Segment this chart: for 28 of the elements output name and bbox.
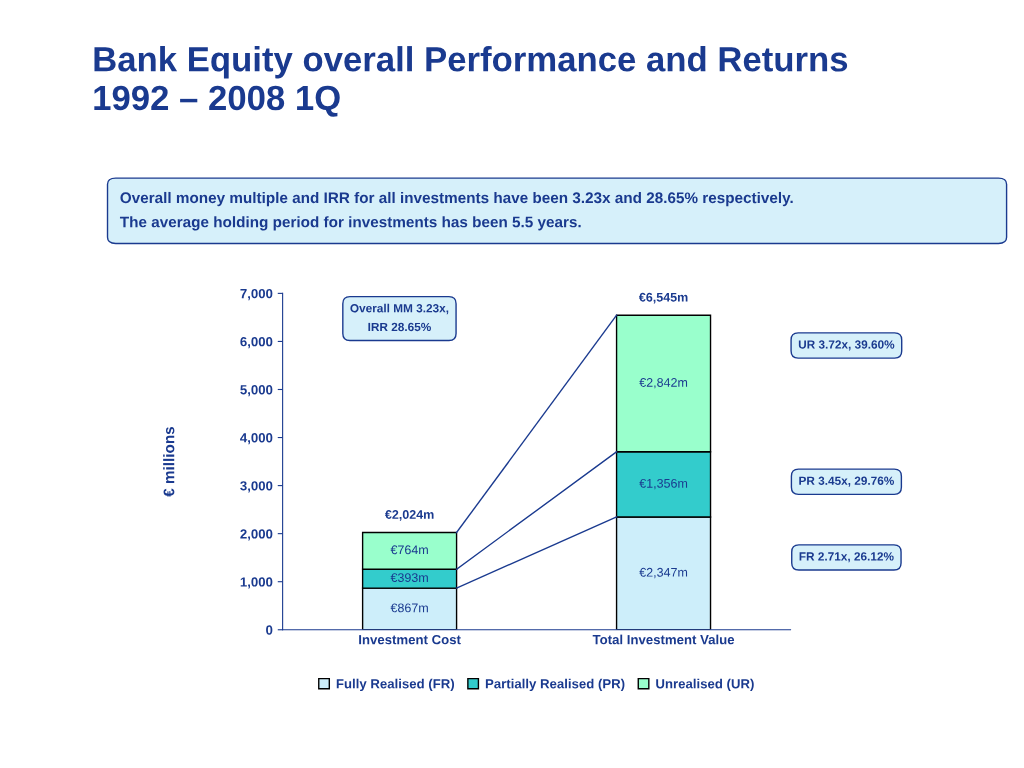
chart-subtitle: Overall money multiple and IRR for all investments have been 3.23x and 28.65% respectively. The average holding period for investments has been 5.5 years. bbox=[119, 191, 793, 231]
y-tick-label: 6,000 bbox=[240, 337, 273, 349]
text: PR 3.45x, 29.76% bbox=[799, 476, 894, 487]
y-tick-label: 2,000 bbox=[240, 529, 273, 541]
text: FR 2.71x, 26.12% bbox=[799, 552, 894, 563]
data-label: €764m bbox=[390, 545, 428, 555]
annotation: Overall MM 3.23x, IRR 28.65% bbox=[350, 303, 449, 332]
legend-label: Unrealised (UR) bbox=[656, 678, 754, 692]
y-tick-label: 3,000 bbox=[240, 481, 273, 493]
text: UR 3.72x, 39.60% bbox=[798, 340, 895, 351]
total-label: €6,545m bbox=[638, 292, 688, 304]
y-axis-title: € millions bbox=[163, 426, 175, 497]
x-tick-label: Total Investment Value bbox=[592, 634, 735, 645]
data-label: €867m bbox=[390, 603, 428, 613]
y-tick-label: 0 bbox=[266, 625, 273, 635]
chart-title: Bank Equity overall Performance and Returns 1992 – 2008 1Q bbox=[94, 46, 848, 117]
data-label: €2,842m bbox=[639, 378, 688, 389]
legend-label: Partially Realised (PR) bbox=[485, 678, 625, 692]
y-tick-label: 1,000 bbox=[240, 577, 273, 589]
data-label: €393m bbox=[390, 573, 428, 583]
y-tick-label: 5,000 bbox=[240, 385, 273, 397]
y-tick-label: 4,000 bbox=[240, 433, 273, 445]
y-tick-label: 7,000 bbox=[240, 288, 273, 301]
data-label: €2,347m bbox=[639, 567, 688, 579]
legend-label: Fully Realised (FR) bbox=[336, 678, 455, 692]
data-label: €1,356m bbox=[639, 478, 688, 490]
total-label: €2,024m bbox=[384, 510, 434, 521]
x-tick-label: Investment Cost bbox=[359, 634, 461, 645]
